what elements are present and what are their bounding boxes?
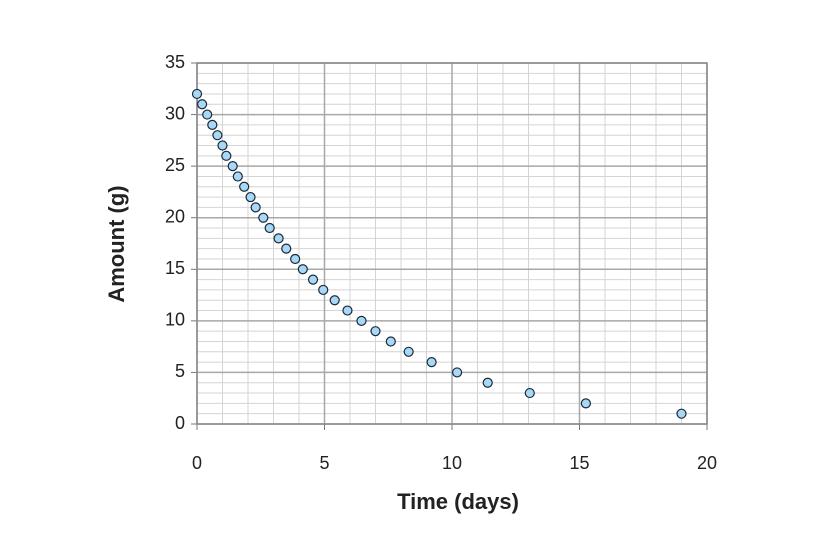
data-point [221,150,232,161]
y-tick-label: 30 [165,103,185,123]
data-point [385,336,396,347]
x-tick-label: 20 [697,453,717,473]
data-point [403,346,414,357]
x-tick-label: 0 [192,453,202,473]
plot-border [196,62,708,425]
data-point [232,171,243,182]
data-point [318,284,329,296]
y-tick-label: 20 [165,206,185,226]
data-point [426,357,437,368]
y-tick-label: 15 [165,258,185,278]
data-point [290,253,301,265]
y-tick-label: 10 [165,310,185,330]
data-point [342,305,353,316]
data-point [202,109,213,120]
y-axis-label: Amount (g) [104,185,129,302]
data-point [329,295,340,306]
y-tick-label: 35 [165,52,185,72]
data-point [239,181,250,192]
x-tick-label: 10 [442,453,462,473]
data-point [273,233,284,244]
data-point [264,222,275,234]
data-point [482,377,493,388]
data-point [524,387,535,399]
data-point [307,274,319,285]
x-tick-label: 5 [319,453,329,473]
data-point [197,99,208,110]
data-point [245,191,256,203]
y-tick-label: 5 [175,361,185,381]
data-point [207,119,218,130]
data-point [370,326,381,337]
data-point [227,161,238,172]
y-tick-label: 25 [165,155,185,175]
data-point [356,315,367,326]
x-axis-label: Time (days) [397,489,519,514]
data-point [676,408,687,419]
data-point [212,130,223,141]
x-tick-label: 15 [569,453,589,473]
data-point [580,398,591,409]
data-point [297,264,308,275]
data-point [281,243,292,254]
data-point [217,140,228,151]
data-point [250,202,261,213]
data-point [191,88,203,100]
data-point [452,367,463,378]
data-point [258,212,269,223]
y-tick-label: 0 [175,413,185,433]
